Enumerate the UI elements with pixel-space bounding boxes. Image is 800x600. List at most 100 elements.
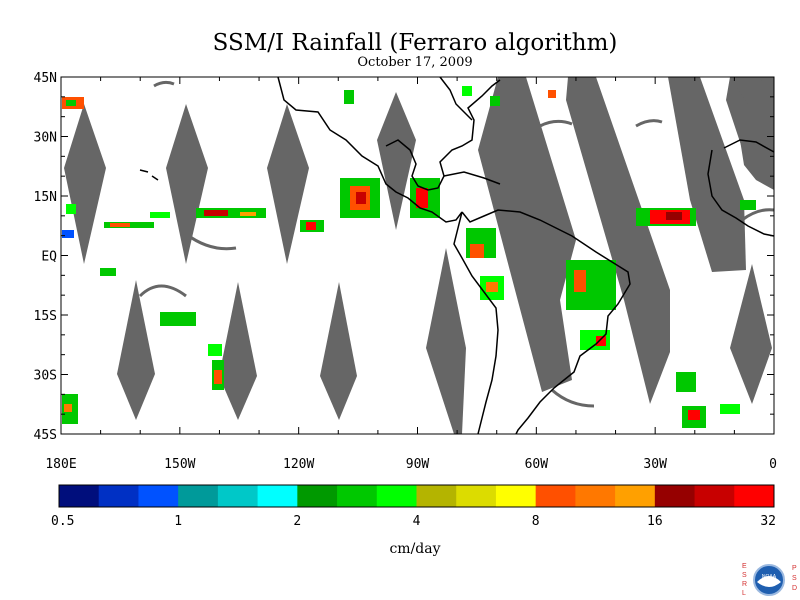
rain-patch: [150, 212, 170, 218]
rain-patch: [486, 282, 498, 292]
rain-patch: [64, 404, 72, 412]
rain-patch: [66, 204, 76, 214]
colorbar: [59, 485, 775, 507]
rain-patch: [416, 188, 428, 208]
swath-gap-band: [566, 77, 670, 404]
rain-patch: [344, 90, 354, 104]
rain-patch: [688, 410, 700, 420]
south-america-coast: [461, 209, 631, 435]
rain-patch: [462, 86, 472, 96]
swath-gap-diamond: [377, 92, 416, 230]
colorbar-swatch: [178, 485, 219, 507]
colorbar-swatch: [694, 485, 735, 507]
lon-label: 120W: [283, 457, 314, 472]
rain-patch: [100, 268, 116, 276]
lon-label: 180E: [45, 457, 76, 472]
swath-gap-diamond: [117, 280, 155, 420]
colorbar-swatch: [575, 485, 616, 507]
colorbar-swatch: [138, 485, 179, 507]
colorbar-swatch: [376, 485, 417, 507]
north-land-patch: [736, 80, 774, 110]
colorbar-tick-label: 8: [532, 514, 540, 529]
swath-gap-diamond: [219, 282, 257, 420]
logo-letter: R: [742, 581, 747, 588]
colorbar-swatch: [615, 485, 656, 507]
swath-gap-diamond: [267, 104, 309, 264]
latitude-axis: 45N 30N 15N EQ 15S 30S 45S: [34, 71, 774, 443]
colorbar-swatch: [416, 485, 457, 507]
logo-letter: D: [792, 585, 797, 592]
colorbar-frame: [58, 484, 775, 508]
psd-letters: PSD: [792, 565, 797, 592]
rain-patch: [240, 212, 256, 216]
rain-patch: [470, 244, 484, 258]
rain-patch: [204, 210, 228, 216]
lat-label: 30N: [34, 131, 57, 146]
rain-patch: [196, 208, 266, 218]
colorbar-swatch: [654, 485, 696, 507]
south-america-west-coast: [453, 211, 499, 435]
east-us-coast: [439, 76, 473, 121]
colorbar-tick-label: 0.5: [51, 514, 74, 529]
colorbar-ticks: 0.5 1 2 4 8 16 32: [51, 514, 776, 529]
lon-label: 90W: [406, 457, 430, 472]
swath-edge-arc: [741, 208, 775, 222]
rain-patch: [208, 344, 222, 356]
rain-patch: [548, 90, 556, 98]
hawaii: [139, 169, 159, 181]
rain-patch: [720, 404, 740, 414]
europe-coast: [723, 139, 775, 153]
swath-gap-band: [478, 77, 576, 392]
colorbar-tick-label: 4: [413, 514, 421, 529]
colorbar-swatch: [734, 485, 775, 507]
colorbar-unit-label: cm/day: [389, 541, 441, 557]
swath-gap-diamond: [64, 104, 106, 264]
swath-edge-arc: [539, 119, 573, 128]
logo-letter: S: [792, 575, 797, 582]
colorbar-swatch: [257, 485, 298, 507]
swath-edge-arc: [138, 284, 187, 298]
rain-patch: [566, 260, 616, 310]
colorbar-swatch: [337, 485, 378, 507]
swath-edge-arc: [551, 388, 595, 408]
colorbar-swatch: [495, 485, 537, 507]
swath-edge-arc: [635, 119, 663, 128]
rain-patch: [160, 312, 196, 326]
noaa-bird-icon: [757, 576, 781, 587]
swath-edge-arc: [185, 232, 237, 251]
coastlines: [139, 76, 775, 435]
colorbar-tick-label: 2: [293, 514, 301, 529]
lat-label: 15S: [34, 309, 57, 324]
colorbar-tick-label: 16: [647, 514, 663, 529]
noaa-emblem-text: NOAA: [762, 574, 777, 580]
logo-letter: P: [792, 565, 797, 572]
colorbar-tick-label: 1: [174, 514, 182, 529]
rain-patch: [214, 370, 222, 384]
lat-label: 45S: [34, 428, 57, 443]
swath-gap-diamond: [320, 282, 357, 420]
longitude-axis: 180E 150W 120W 90W 60W 30W 0: [45, 77, 777, 472]
colorbar-swatch: [217, 485, 259, 507]
land-gray: [736, 80, 774, 190]
colorbar-swatch: [456, 485, 497, 507]
colorbar-swatch: [535, 485, 576, 507]
lon-label: 0: [769, 457, 777, 472]
swath-gap-band: [668, 77, 746, 272]
swath-gap-diamond: [730, 264, 772, 404]
colorbar-swatch: [59, 485, 100, 507]
swath-gap-diamond: [426, 248, 466, 434]
rain-patch: [740, 200, 756, 210]
rain-patch: [596, 336, 606, 346]
rain-pixels: [62, 86, 756, 428]
rain-patch: [110, 223, 130, 227]
lon-label: 150W: [164, 457, 195, 472]
colorbar-tick-label: 32: [760, 514, 776, 529]
lat-label: 30S: [34, 369, 57, 384]
map-panel: [61, 76, 775, 435]
lat-label: 45N: [34, 71, 57, 86]
rain-patch: [574, 270, 586, 292]
rain-patch: [676, 372, 696, 392]
